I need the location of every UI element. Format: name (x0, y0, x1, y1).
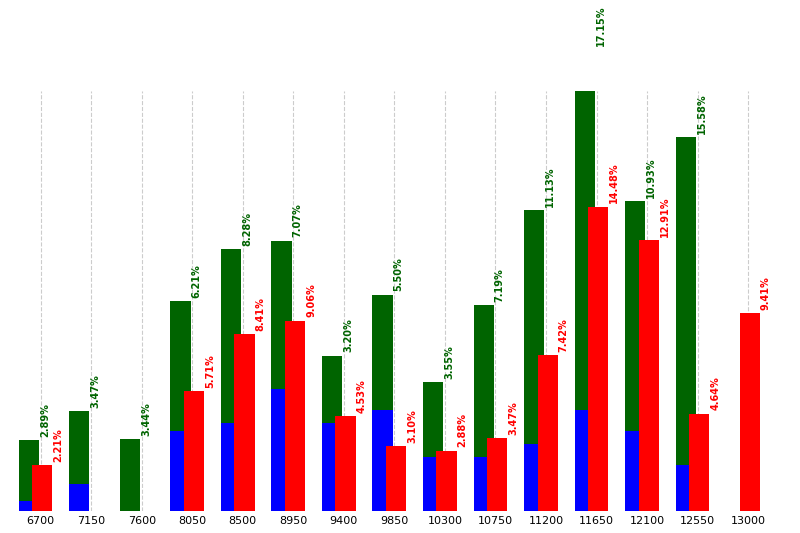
Bar (676, 137, 696, 465)
Text: 2.21%: 2.21% (54, 428, 63, 462)
Text: 8.41%: 8.41% (255, 297, 266, 331)
Text: 17.15%: 17.15% (596, 6, 606, 46)
Text: 5.71%: 5.71% (205, 354, 215, 388)
Bar (638, 240, 659, 511)
Bar (386, 446, 406, 511)
Text: 15.58%: 15.58% (697, 93, 707, 134)
Text: 14.48%: 14.48% (610, 163, 619, 204)
Text: 12.91%: 12.91% (660, 196, 670, 237)
Bar (18, 440, 39, 500)
Text: 9.06%: 9.06% (306, 284, 316, 318)
Text: 2.89%: 2.89% (40, 403, 50, 437)
Bar (322, 423, 342, 511)
Bar (373, 295, 393, 410)
Bar (373, 410, 393, 511)
Bar (423, 382, 443, 456)
Bar (625, 431, 646, 511)
Text: 3.55%: 3.55% (444, 345, 454, 378)
Text: 4.53%: 4.53% (357, 379, 366, 413)
Bar (234, 334, 254, 511)
Text: 2.88%: 2.88% (458, 414, 468, 448)
Bar (538, 355, 558, 511)
Text: 6.21%: 6.21% (191, 264, 202, 297)
Text: 4.64%: 4.64% (710, 377, 721, 410)
Bar (574, 410, 595, 511)
Text: 5.50%: 5.50% (394, 257, 404, 292)
Bar (574, 50, 595, 410)
Bar (423, 456, 443, 511)
Text: 8.28%: 8.28% (242, 212, 252, 246)
Bar (588, 207, 608, 511)
Text: 3.47%: 3.47% (90, 374, 101, 408)
Bar (676, 465, 696, 511)
Bar (285, 321, 305, 511)
Bar (271, 240, 292, 389)
Bar (184, 391, 204, 511)
Bar (70, 484, 90, 511)
Bar (322, 356, 342, 423)
Text: 9.41%: 9.41% (761, 277, 771, 310)
Text: 7.42%: 7.42% (558, 318, 569, 352)
Bar (524, 210, 544, 444)
Bar (221, 249, 241, 423)
Bar (437, 450, 457, 511)
Bar (271, 389, 292, 511)
Bar (474, 305, 494, 456)
Text: 3.20%: 3.20% (343, 319, 353, 352)
Text: 10.93%: 10.93% (646, 158, 656, 198)
Text: 3.10%: 3.10% (407, 409, 417, 443)
Text: 3.44%: 3.44% (141, 402, 151, 435)
Bar (18, 500, 39, 511)
Bar (524, 444, 544, 511)
Bar (474, 456, 494, 511)
Bar (170, 431, 190, 511)
Bar (625, 201, 646, 431)
Bar (487, 438, 507, 511)
Bar (70, 411, 90, 484)
Bar (32, 465, 53, 511)
Bar (120, 439, 140, 511)
Bar (689, 414, 710, 511)
Bar (170, 301, 190, 431)
Bar (335, 416, 356, 511)
Text: 11.13%: 11.13% (546, 166, 555, 207)
Bar (221, 423, 241, 511)
Text: 3.47%: 3.47% (508, 401, 518, 435)
Text: 7.07%: 7.07% (293, 204, 302, 237)
Bar (740, 313, 760, 511)
Text: 7.19%: 7.19% (494, 269, 505, 302)
